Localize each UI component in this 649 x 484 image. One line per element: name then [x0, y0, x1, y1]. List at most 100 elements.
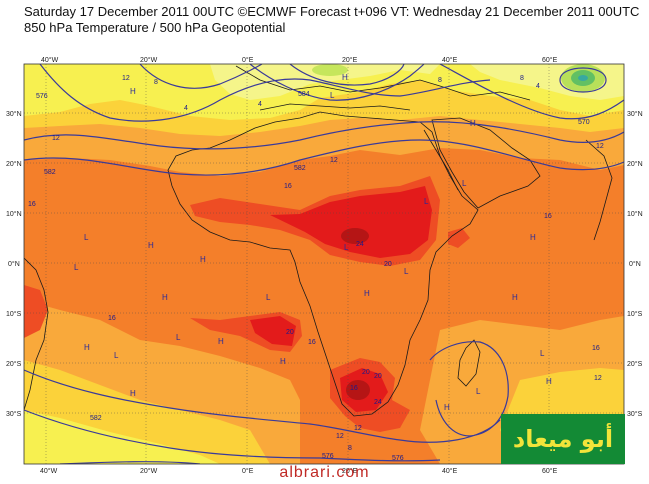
lat-tick-left: 20°S: [6, 360, 22, 368]
contour-584-north: [24, 139, 624, 176]
contour-label: 576: [36, 93, 48, 100]
high-marker: H: [280, 357, 286, 366]
lat-tick-right: 30°S: [627, 410, 643, 418]
geopotential-contours: [24, 64, 624, 464]
high-marker: H: [342, 73, 348, 82]
lat-tick-left: 30°S: [6, 410, 22, 418]
low-marker: L: [344, 243, 349, 252]
temp-band-20-24-eastafrica: [448, 228, 470, 248]
temp-band-gt24-angola: [250, 316, 296, 346]
contour-label: 12: [596, 143, 604, 150]
lat-tick-left: 0°N: [8, 260, 20, 268]
contour-label: 4: [536, 83, 540, 90]
contour-label: 582: [294, 165, 306, 172]
lat-tick-left: 10°N: [6, 210, 22, 218]
contour-label: 4: [258, 101, 262, 108]
lon-tick-bottom: 40°E: [442, 467, 458, 475]
contour-label: 16: [592, 345, 600, 352]
high-marker: H: [162, 293, 168, 302]
lon-tick-top: 40°E: [442, 56, 458, 64]
axis-labels: 40°W 20°W 0°E 20°E 40°E 60°E 40°W 20°W 0…: [6, 56, 643, 475]
africa-coastline: [167, 111, 479, 417]
contour-label: 24: [356, 241, 364, 248]
temp-band-gt24-sahel: [270, 186, 432, 258]
contour-582-south: [24, 369, 501, 443]
forecast-title: Saturday 17 December 2011 00UTC ©ECMWF F…: [24, 4, 640, 19]
low-marker: L: [84, 233, 89, 242]
lon-tick-bottom: 20°W: [140, 467, 158, 475]
lon-tick-bottom: 60°E: [542, 467, 558, 475]
high-marker: H: [444, 403, 450, 412]
site-watermark: albrari.com: [279, 464, 370, 481]
field-title: 850 hPa Temperature / 500 hPa Geopotenti…: [24, 20, 286, 35]
low-marker: L: [404, 267, 409, 276]
contour-ring-northeast: [559, 67, 607, 93]
low-marker: L: [266, 293, 271, 302]
high-marker: H: [364, 289, 370, 298]
hot-core-sahel: [341, 228, 369, 244]
contour-label: 582: [44, 169, 56, 176]
contour-label: 576: [322, 453, 334, 460]
low-marker: L: [330, 91, 335, 100]
lat-tick-left: 10°S: [6, 310, 22, 318]
contour-label: 12: [594, 375, 602, 382]
contour-label: 4: [184, 105, 188, 112]
india-coastline: [585, 139, 613, 241]
contour-570-northeast: [439, 64, 624, 120]
contour-label: 20: [286, 329, 294, 336]
lon-tick-top: 40°W: [41, 56, 59, 64]
contour-label: 20: [362, 369, 370, 376]
contour-564-north: [249, 64, 425, 101]
low-marker: L: [114, 351, 119, 360]
temp-band-20-24-atlantic: [24, 285, 48, 338]
contour-label: 16: [544, 213, 552, 220]
lon-tick-top: 20°E: [342, 56, 358, 64]
contour-label: 12: [330, 157, 338, 164]
contour-label: 582: [90, 415, 102, 422]
lat-tick-left: 30°N: [6, 110, 22, 118]
contour-label: 8: [348, 445, 352, 452]
lon-tick-bottom: 0°E: [242, 467, 254, 475]
mediterranean-coastline: [259, 103, 411, 111]
contour-labels: 12 8 4 584 576 8 4 8 570 12 12 582 12 16…: [28, 75, 604, 462]
lat-tick-left: 20°N: [6, 160, 22, 168]
lon-tick-top: 60°E: [542, 56, 558, 64]
low-marker: L: [74, 263, 79, 272]
contour-label: 8: [520, 75, 524, 82]
low-marker: L: [424, 197, 429, 206]
lat-tick-right: 30°N: [627, 110, 643, 118]
temp-band-4-8-north: [24, 64, 624, 120]
contour-label: 16: [108, 315, 116, 322]
lat-tick-right: 20°S: [627, 360, 643, 368]
contour-label: 8: [154, 79, 158, 86]
high-marker: H: [148, 241, 154, 250]
contour-570-south: [59, 461, 201, 464]
high-marker: H: [470, 119, 476, 128]
low-marker: L: [176, 333, 181, 342]
contour-576-north: [39, 64, 491, 122]
contour-label: 16: [284, 183, 292, 190]
contour-label: 570: [578, 119, 590, 126]
high-marker: H: [200, 255, 206, 264]
temp-band-lt4-north: [210, 64, 440, 100]
contour-label: 584: [298, 91, 310, 98]
graticule: [24, 64, 624, 464]
high-marker: H: [130, 389, 136, 398]
contour-label: 12: [336, 433, 344, 440]
high-marker: H: [130, 87, 136, 96]
contour-label: 16: [350, 385, 358, 392]
high-marker: H: [84, 343, 90, 352]
contour-label: 576: [392, 455, 404, 462]
contour-label: 24: [374, 399, 382, 406]
contour-582-north: [24, 121, 624, 150]
lat-tick-right: 10°N: [627, 210, 643, 218]
europe-coastline: [235, 65, 531, 101]
contour-label: 16: [28, 201, 36, 208]
lon-tick-top: 0°E: [242, 56, 254, 64]
contour-576-south: [24, 409, 441, 462]
low-marker: L: [462, 179, 467, 188]
contour-label: 12: [122, 75, 130, 82]
low-marker: L: [476, 387, 481, 396]
hot-core-southafrica: [346, 380, 370, 400]
